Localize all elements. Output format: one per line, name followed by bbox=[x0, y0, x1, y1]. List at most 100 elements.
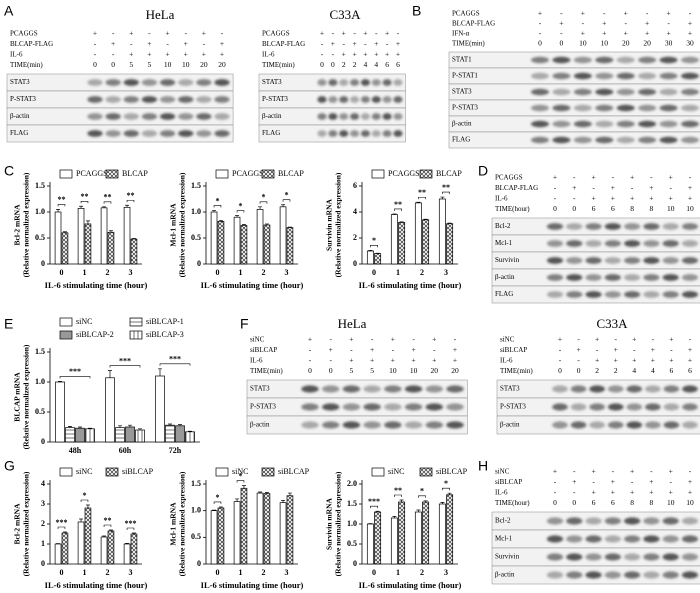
row-sign: + bbox=[669, 356, 673, 365]
row-sign: + bbox=[688, 29, 692, 38]
bar bbox=[54, 543, 62, 565]
row-sign: + bbox=[342, 50, 346, 59]
row-sign: - bbox=[397, 29, 400, 38]
y-tick-label: 0.5 bbox=[191, 233, 201, 242]
row-sign: + bbox=[595, 335, 599, 344]
row-sign: - bbox=[371, 335, 374, 344]
blot-band bbox=[595, 88, 614, 96]
band-label: FLAG bbox=[452, 136, 470, 144]
blot-band bbox=[123, 130, 139, 137]
panel-label: F bbox=[240, 316, 249, 332]
blot-band bbox=[425, 421, 443, 429]
blot-title: HeLa bbox=[338, 316, 367, 331]
bar bbox=[446, 494, 454, 565]
row-sign: + bbox=[669, 335, 673, 344]
legend-label: siNC bbox=[76, 467, 92, 476]
y-tick-label: 0 bbox=[41, 559, 45, 568]
blot-band bbox=[604, 291, 621, 298]
legend-label: BLCAP bbox=[122, 169, 148, 178]
significance-bracket bbox=[159, 363, 191, 366]
band-label: FLAG bbox=[262, 129, 280, 137]
row-sign: 0 bbox=[572, 498, 576, 507]
significance-bracket bbox=[59, 376, 91, 379]
row-sign: 10 bbox=[601, 39, 609, 48]
legend-label: siBLCAP bbox=[436, 467, 468, 476]
significance-bracket bbox=[103, 524, 112, 527]
row-sign: + bbox=[688, 488, 692, 497]
blot-band bbox=[384, 421, 402, 429]
bar bbox=[123, 543, 131, 565]
row-sign: + bbox=[645, 19, 649, 28]
row-sign: - bbox=[596, 345, 599, 354]
y-axis-label: Mcl-1 mRNA bbox=[169, 203, 178, 247]
row-sign: - bbox=[112, 50, 115, 59]
row-sign: + bbox=[331, 39, 335, 48]
blot-band bbox=[638, 88, 657, 96]
row-sign: + bbox=[147, 39, 151, 48]
legend-swatch bbox=[59, 467, 73, 477]
blot-band bbox=[604, 553, 621, 561]
blot-band bbox=[546, 223, 564, 230]
significance-bracket bbox=[57, 526, 66, 529]
y-axis-label: Mcl-1 mRNA bbox=[169, 502, 178, 546]
bar bbox=[65, 427, 75, 443]
row-label: siNC bbox=[500, 336, 515, 344]
row-sign: 10 bbox=[182, 60, 190, 69]
blot-band bbox=[425, 403, 443, 411]
row-sign: + bbox=[651, 356, 655, 365]
blot-band bbox=[87, 79, 103, 86]
blot-band bbox=[546, 274, 564, 281]
blot-band bbox=[573, 72, 592, 80]
blot-band bbox=[604, 257, 621, 264]
blot-band bbox=[382, 130, 392, 137]
significance-label: ** bbox=[418, 188, 426, 197]
band-label: STAT3 bbox=[250, 385, 270, 393]
blot-title: HeLa bbox=[146, 7, 175, 22]
bar bbox=[390, 214, 398, 265]
y-tick-label: 0.5 bbox=[35, 407, 45, 416]
significance-label: *** bbox=[119, 356, 131, 365]
row-sign: - bbox=[539, 29, 542, 38]
band-label: P-STAT3 bbox=[250, 403, 276, 411]
blot-title: C33A bbox=[596, 316, 628, 331]
blot-band bbox=[322, 403, 340, 411]
error-bar bbox=[392, 516, 397, 518]
blot-band bbox=[552, 136, 571, 144]
blot-band bbox=[328, 96, 338, 103]
row-sign: 8 bbox=[650, 204, 654, 213]
bar bbox=[233, 216, 241, 265]
row-sign: + bbox=[538, 9, 542, 18]
x-tick-label: 48h bbox=[69, 446, 82, 455]
x-tick-label: 60h bbox=[119, 446, 132, 455]
bar bbox=[77, 208, 85, 265]
row-sign: + bbox=[649, 194, 653, 203]
blot-band bbox=[363, 421, 381, 429]
row-sign: + bbox=[111, 39, 115, 48]
legend-swatch bbox=[419, 169, 433, 179]
row-sign: - bbox=[184, 29, 187, 38]
blot-band bbox=[616, 88, 635, 96]
blot-band bbox=[566, 257, 583, 264]
row-sign: + bbox=[411, 356, 415, 365]
blot-band bbox=[595, 120, 614, 128]
significance-label: ** bbox=[81, 192, 89, 201]
row-sign: + bbox=[370, 356, 374, 365]
error-bar bbox=[258, 206, 263, 210]
significance-bracket bbox=[57, 204, 66, 207]
error-bar bbox=[423, 500, 428, 502]
blot-band bbox=[626, 385, 643, 393]
error-bar bbox=[108, 370, 112, 378]
row-sign: + bbox=[688, 477, 692, 486]
row-sign: - bbox=[309, 356, 312, 365]
error-bar bbox=[58, 381, 62, 382]
row-sign: - bbox=[559, 345, 562, 354]
bar bbox=[115, 427, 125, 443]
row-sign: 6 bbox=[611, 498, 615, 507]
band-label: FLAG bbox=[10, 129, 28, 137]
row-sign: - bbox=[667, 19, 670, 28]
significance-label: ** bbox=[394, 486, 402, 495]
band-label: β-actin bbox=[262, 112, 282, 120]
row-sign: + bbox=[363, 50, 367, 59]
row-sign: 5 bbox=[370, 366, 374, 375]
